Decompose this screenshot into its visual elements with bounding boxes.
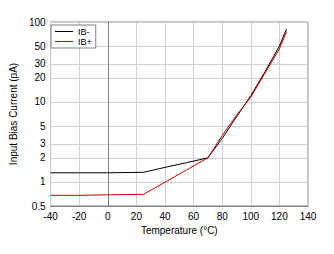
svg-text:10: 10 bbox=[34, 96, 46, 107]
svg-text:80: 80 bbox=[217, 211, 229, 222]
svg-text:100: 100 bbox=[29, 17, 46, 28]
svg-text:120: 120 bbox=[271, 211, 288, 222]
svg-text:5: 5 bbox=[40, 121, 46, 132]
svg-text:20: 20 bbox=[34, 72, 46, 83]
svg-text:Temperature (°C): Temperature (°C) bbox=[141, 225, 218, 236]
svg-text:Input Bias Current (pA): Input Bias Current (pA) bbox=[8, 63, 19, 165]
svg-text:0.5: 0.5 bbox=[31, 200, 46, 212]
svg-text:3: 3 bbox=[40, 138, 46, 149]
svg-text:100: 100 bbox=[242, 211, 259, 222]
svg-text:-40: -40 bbox=[43, 211, 58, 222]
svg-text:IB+: IB+ bbox=[78, 37, 92, 47]
svg-text:30: 30 bbox=[34, 58, 46, 69]
svg-text:60: 60 bbox=[188, 211, 200, 222]
svg-text:2: 2 bbox=[40, 152, 46, 163]
svg-text:40: 40 bbox=[159, 211, 171, 222]
svg-text:50: 50 bbox=[34, 41, 46, 52]
svg-text:IB-: IB- bbox=[78, 27, 90, 37]
svg-text:20: 20 bbox=[131, 211, 143, 222]
svg-text:0: 0 bbox=[105, 211, 111, 222]
svg-text:1: 1 bbox=[40, 176, 46, 187]
svg-text:140: 140 bbox=[300, 211, 317, 222]
svg-text:-20: -20 bbox=[72, 211, 87, 222]
